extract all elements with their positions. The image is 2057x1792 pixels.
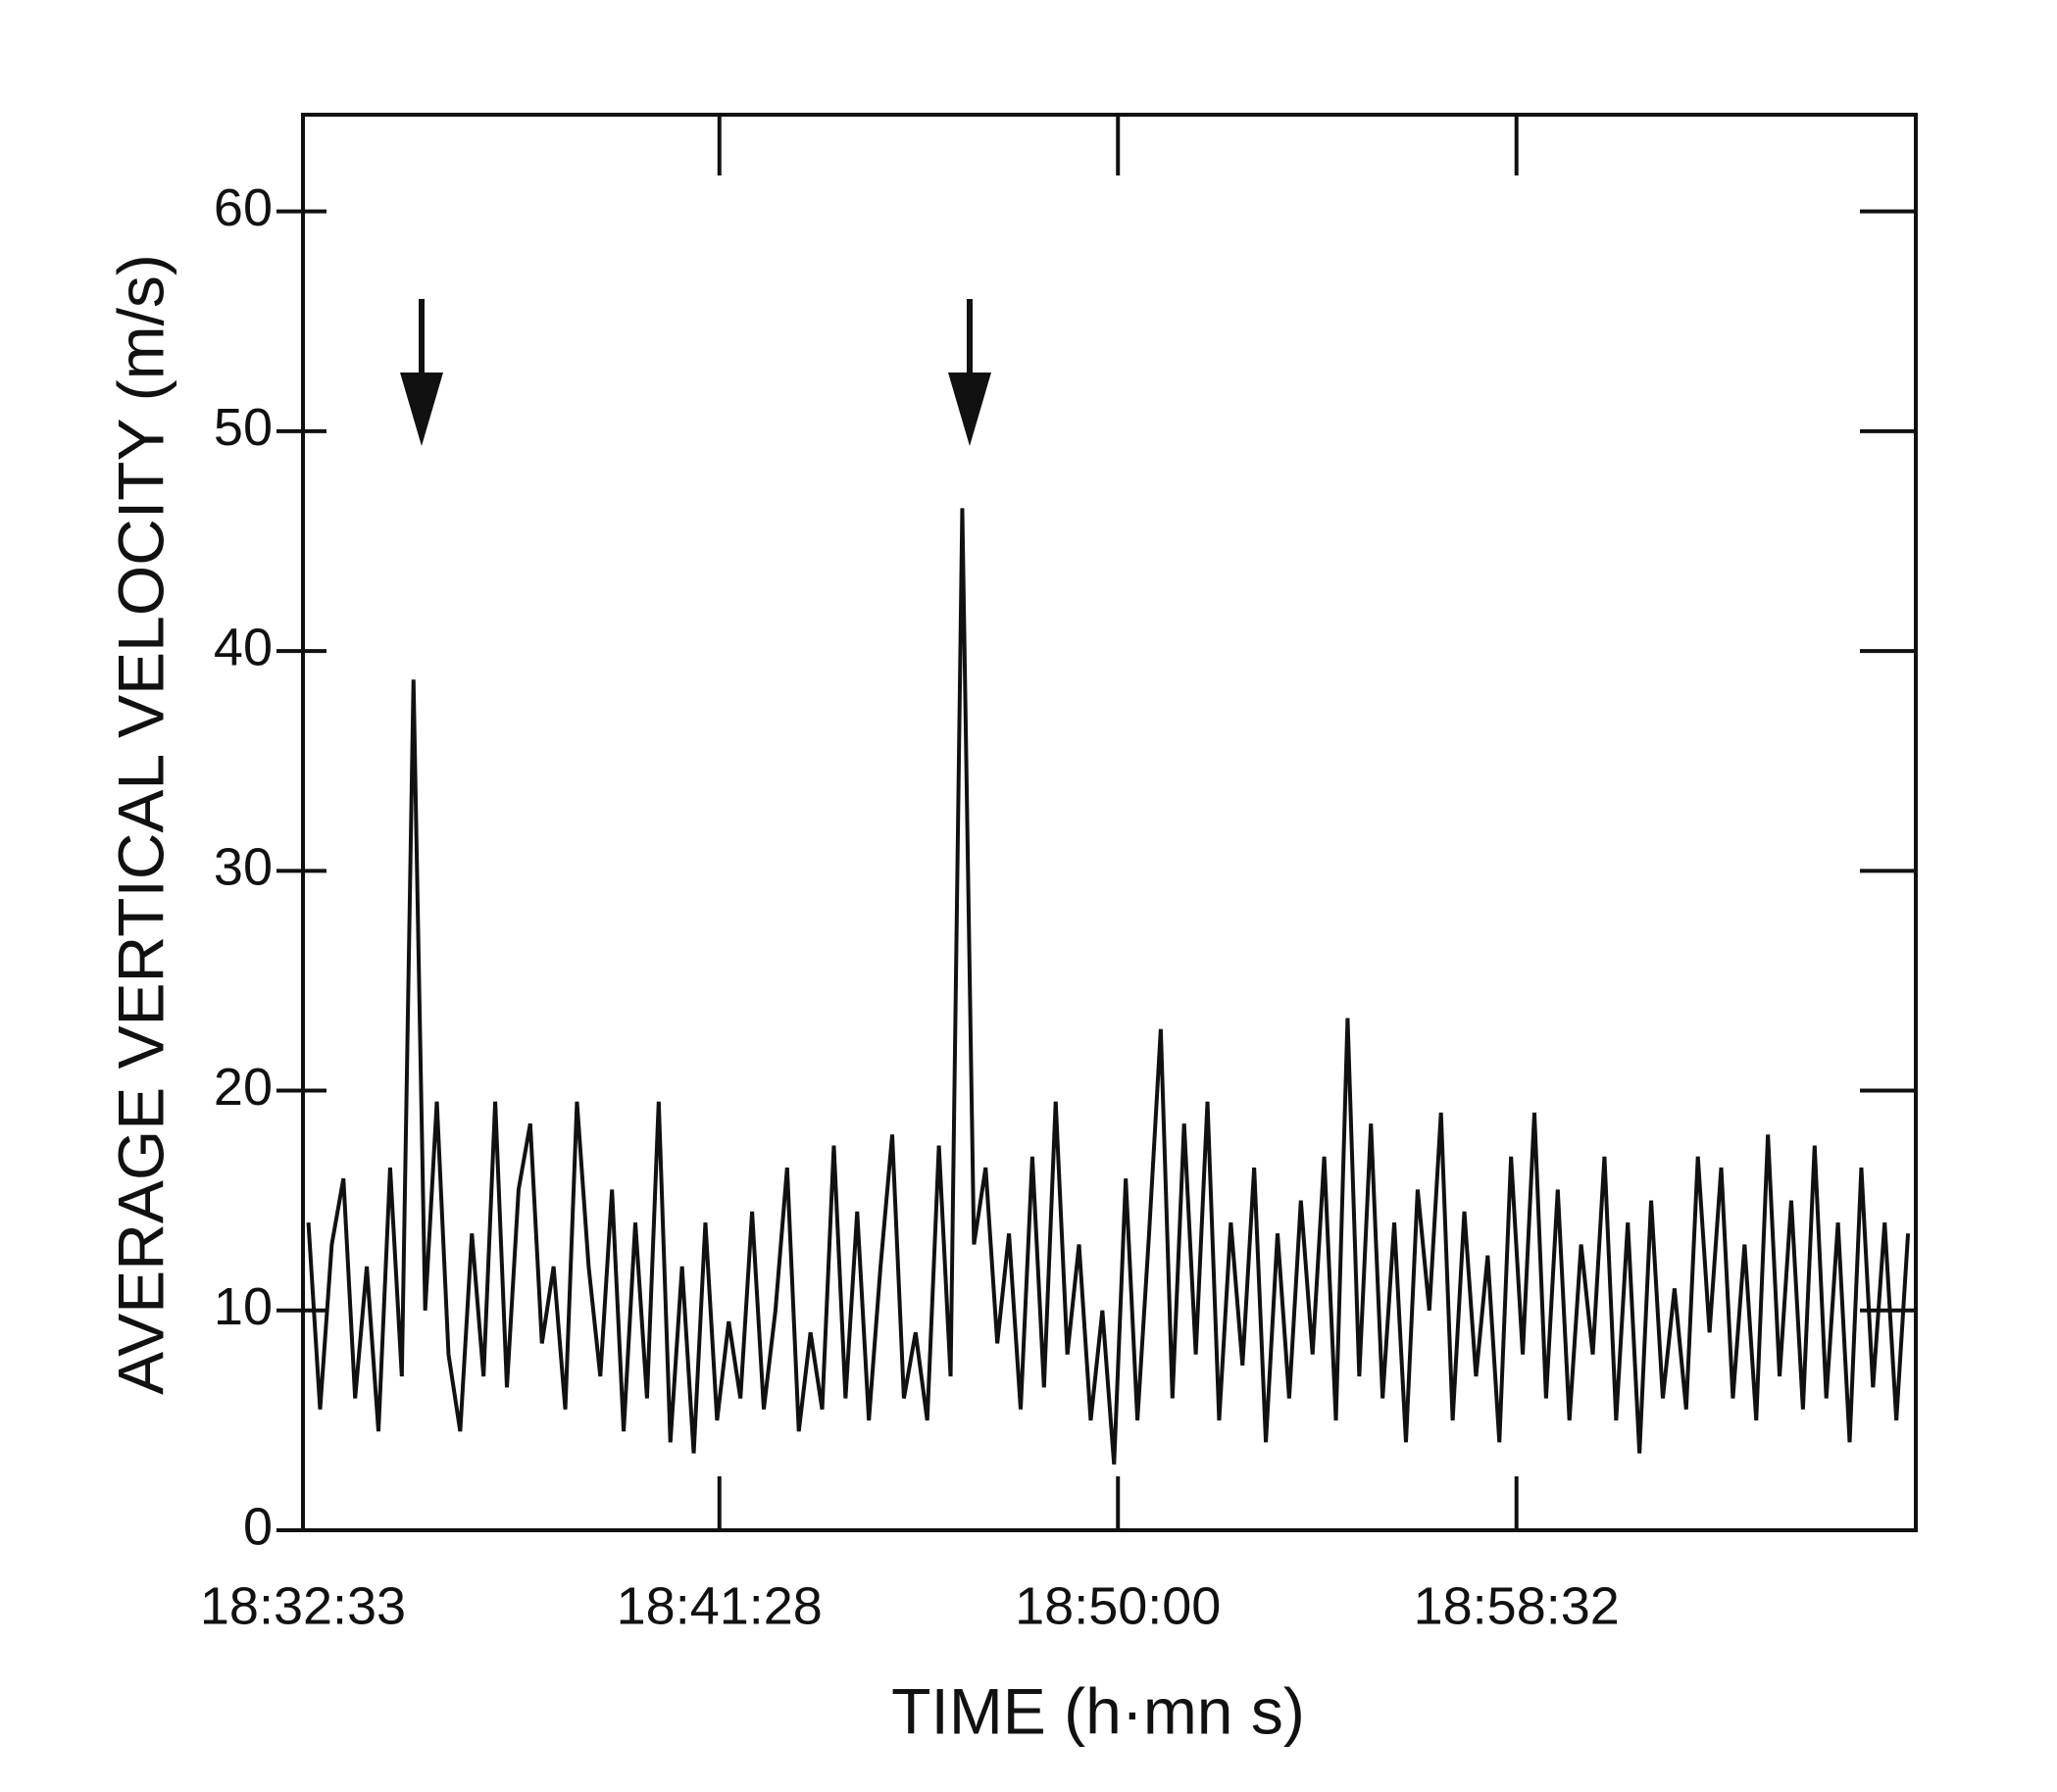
y-tick-label: 20: [214, 1058, 273, 1117]
x-tick-label: 18:50:00: [1015, 1576, 1221, 1635]
arrow: [948, 299, 991, 446]
x-tick-label: 18:41:28: [617, 1576, 823, 1635]
x-tick-label: 18:58:32: [1414, 1576, 1620, 1635]
y-tick-label: 60: [214, 178, 273, 237]
y-tick-label: 30: [214, 838, 273, 897]
y-tick-label: 10: [214, 1277, 273, 1336]
y-axis-title: AVERAGE VERTICAL VELOCITY (m/s): [104, 254, 176, 1395]
y-tick-label: 50: [214, 398, 273, 457]
y-tick-label: 40: [214, 618, 273, 676]
data-line: [306, 508, 1911, 1465]
x-tick-label: 18:32:33: [200, 1576, 406, 1635]
x-axis-title: TIME (h·mn s): [891, 1674, 1305, 1747]
arrow: [400, 299, 443, 446]
y-tick-label: 0: [243, 1497, 273, 1556]
plot-frame: [301, 113, 1918, 1532]
